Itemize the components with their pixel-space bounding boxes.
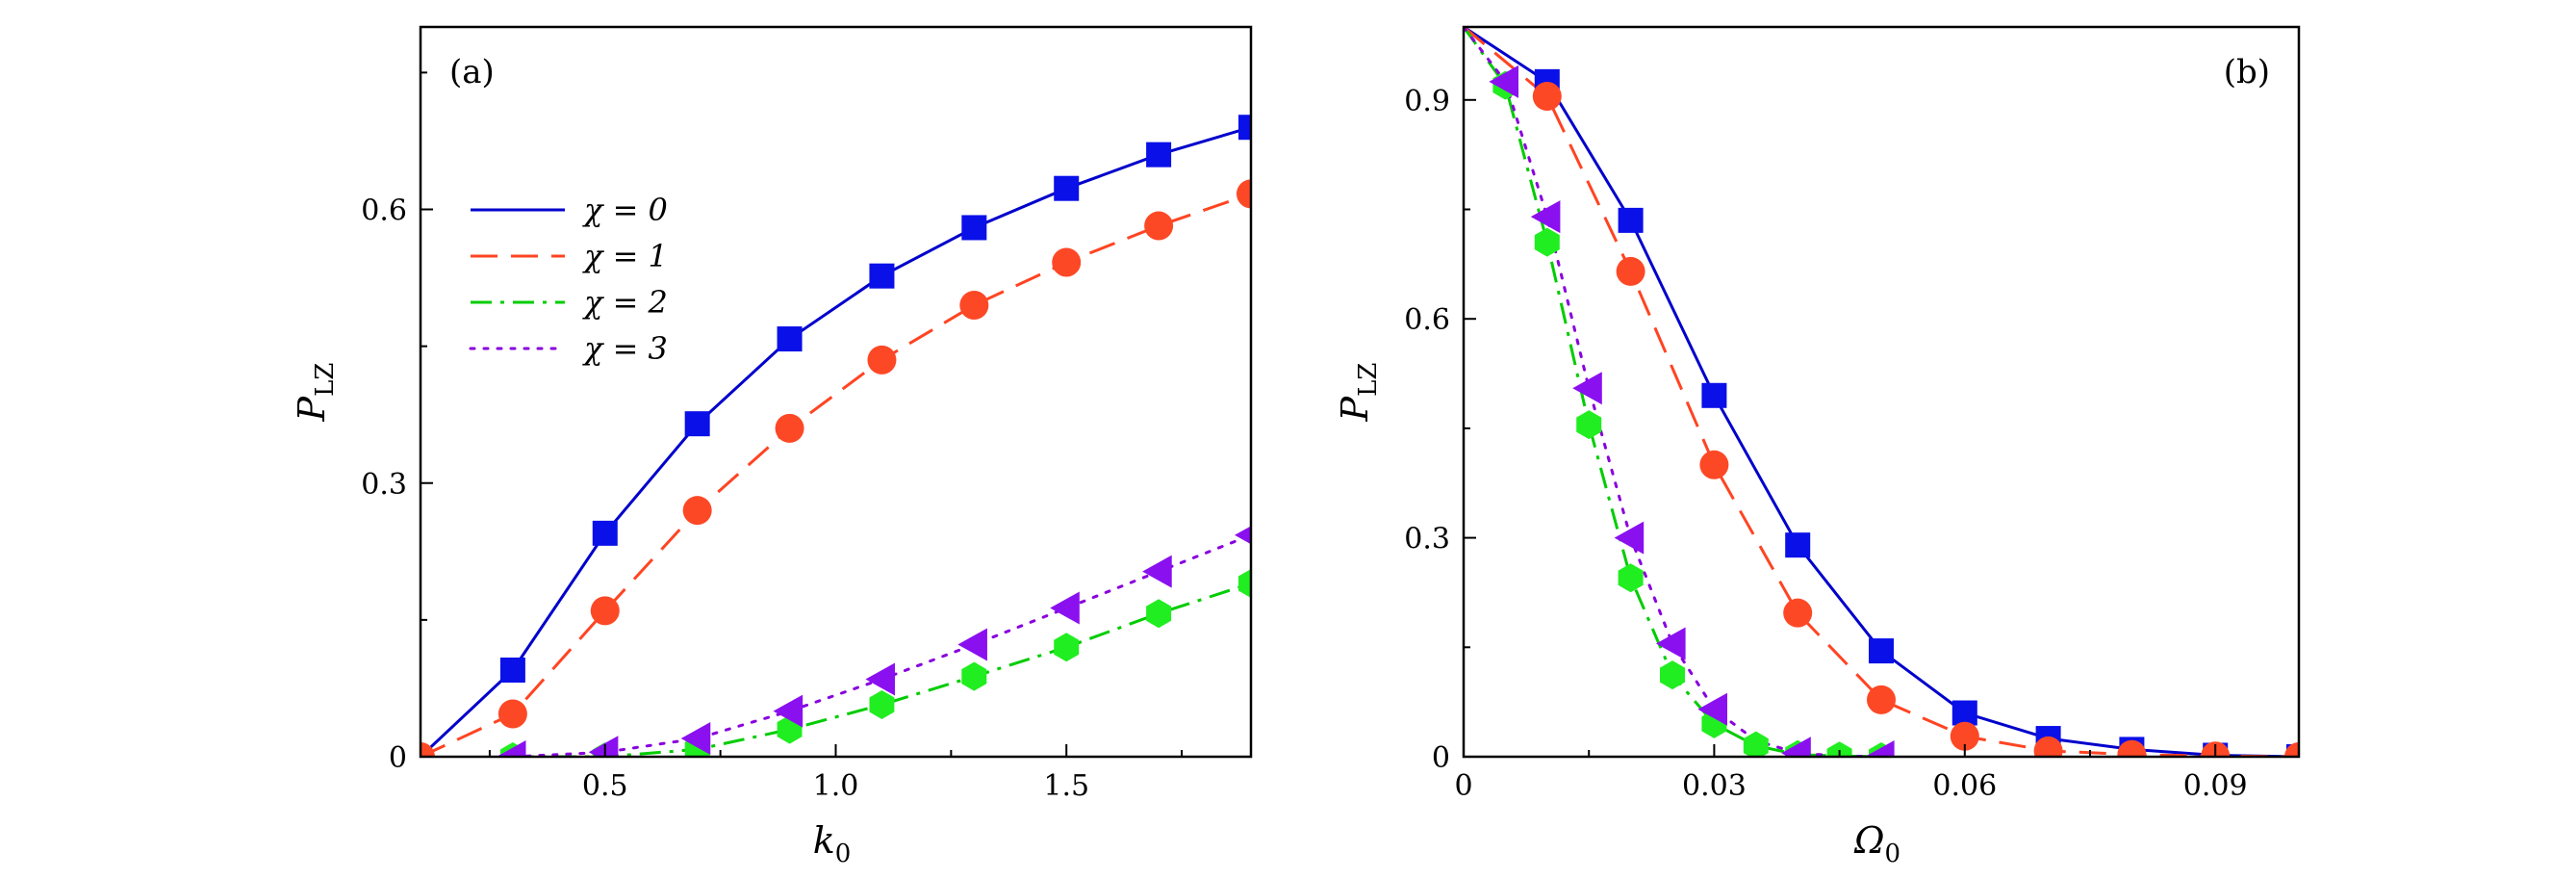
panel-a-series-1-marker [1237, 179, 1251, 209]
panel-b-series-0-marker [1869, 638, 1894, 664]
panel-a-series-1-marker [959, 290, 989, 320]
panel-a-series-3-marker [773, 694, 803, 728]
panel-b-series-1-marker [2117, 739, 2147, 757]
panel-a-x-tick-label: 1.5 [1043, 769, 1089, 803]
panel-a-series-0-marker [1238, 115, 1251, 141]
panel-b-x-tick-label: 0.09 [2183, 769, 2248, 803]
panel-b-series-1-marker [1532, 82, 1562, 112]
panel-a-series-0-marker [592, 520, 618, 546]
panel-a-series-0-marker [961, 215, 987, 241]
panel-b-frame [1462, 25, 2301, 759]
panel-a-series-1-marker [421, 742, 435, 757]
panel-a-series-2-line [512, 582, 1251, 757]
panel-b-panel-label: (b) [2224, 53, 2270, 91]
panel-b-series-3-marker [1656, 627, 1686, 660]
panel-b-series-2-marker [1618, 563, 1644, 593]
panel-a-series-0-marker [499, 657, 525, 683]
panel-a-series-2-marker [1054, 633, 1080, 662]
panel-a-series-0-marker [1054, 175, 1080, 201]
panel-a-series-3-marker [1235, 526, 1251, 545]
panel-a-series-3-marker [1142, 555, 1172, 588]
panel-a-series-0-marker [777, 326, 803, 352]
panel-b-series-0-marker [1701, 382, 1727, 408]
panel-a-series-2-marker [1238, 569, 1251, 598]
panel-b-series-1-marker [2033, 736, 2063, 757]
panel-b-series-3-marker [1489, 65, 1518, 98]
panel-a-series-3-marker [496, 740, 526, 757]
panel-b-y-tick-label: 0 [1432, 741, 1450, 775]
panel-b-series-1-marker [1783, 598, 1813, 628]
panel-b-x-tick-label: 0 [1454, 769, 1472, 803]
panel-a-series-1-marker [590, 596, 620, 626]
panel-a-series-3-marker [1050, 591, 1080, 625]
panel-a-series-3-marker [957, 628, 987, 661]
panel-a-series-1-marker [1144, 211, 1174, 241]
panel-b-series-3-marker [1781, 737, 1811, 757]
panel-a-panel-label: (a) [449, 53, 495, 91]
panel-b-series-1-marker [1950, 721, 1979, 751]
panel-a-series-1-marker [497, 699, 527, 729]
panel-b-x-axis-label: Ω0 [1853, 819, 1900, 868]
panel-a-series-3-marker [588, 736, 619, 757]
panel-a-x-axis-label: k0 [813, 819, 852, 868]
panel-a-x-tick-label: 1.0 [813, 769, 859, 803]
panel-b-series-1-marker [2284, 742, 2299, 757]
panel-b-series-2-marker [1743, 731, 1769, 757]
panel-b-series-0-marker [1785, 532, 1811, 558]
panel-a-series-0-line [421, 125, 1251, 757]
panel-b-plot-area [1464, 27, 2299, 757]
panel-b-x-tick-label: 0.06 [1932, 769, 1997, 803]
panel-a-series-1-line [421, 192, 1251, 757]
panel-b-series-1-marker [1699, 450, 1729, 479]
panel-a-series-2-marker [869, 690, 895, 719]
panel-a-y-axis-label: PLZ [291, 363, 340, 423]
panel-a-series-0-marker [684, 411, 710, 437]
panel-a-series-2-marker [1146, 599, 1172, 629]
panel-a-series-1-marker [682, 496, 712, 526]
panel-a-legend: χ = 0 χ = 1 χ = 2 χ = 3 [469, 192, 668, 367]
panel-b-series-3-line [1464, 27, 1883, 757]
panel-a-frame [419, 25, 1253, 759]
panel-b-series-2-marker [1660, 660, 1685, 690]
panel-a-legend-label: χ = 2 [582, 284, 668, 321]
panel-a-plot-area [421, 115, 1251, 757]
panel-b-y-tick-label: 0.6 [1404, 303, 1450, 337]
panel-b-series-1-marker [1867, 685, 1896, 714]
panel-a-legend-label: χ = 0 [582, 192, 668, 228]
panel-b-series-2-marker [1576, 410, 1602, 440]
panel-b-series-3-marker [1697, 692, 1727, 726]
panel-a-series-3-marker [680, 722, 711, 756]
panel-b-y-tick-label: 0.9 [1404, 85, 1450, 118]
panel-a-legend-label: χ = 1 [582, 238, 668, 274]
panel-a-series-1-marker [867, 345, 897, 375]
panel-b-series-2-marker [1826, 741, 1852, 757]
panel-a-series-3-marker [865, 662, 896, 696]
panel-b-series-0-marker [1951, 700, 1977, 726]
panel-a-series-3-line [511, 533, 1251, 757]
panel-a-series-1-marker [775, 413, 804, 443]
panel-a-x-tick-label: 0.5 [582, 769, 628, 803]
panel-a-series-0-marker [1146, 142, 1172, 168]
panel-a-legend-label: χ = 3 [582, 330, 668, 367]
panel-b-series-3-marker [1572, 372, 1602, 405]
panel-b-series-3-marker [1614, 521, 1645, 555]
panel-b-series-1-marker [1616, 256, 1645, 286]
panel-a-series-0-marker [869, 263, 895, 289]
panel-b-series-3-marker [1865, 740, 1895, 757]
panel-b-series-0-marker [1618, 207, 1644, 233]
panel-b-y-tick-label: 0.3 [1404, 523, 1450, 556]
panel-a-y-tick-label: 0 [389, 741, 407, 775]
panel-a-y-tick-label: 0.6 [361, 194, 407, 228]
panel-b-series-3-marker [1530, 200, 1561, 234]
panel-b-series-2-marker [1534, 227, 1560, 257]
panel-b-x-tick-label: 0.03 [1682, 769, 1747, 803]
panel-a-series-1-marker [1052, 247, 1082, 277]
panel-a-y-tick-label: 0.3 [361, 468, 407, 502]
panel-b-y-axis-label: PLZ [1334, 363, 1383, 423]
panel-a-series-2-marker [961, 661, 987, 691]
panel-b: 0 0.03 0.06 0.09 0 0.3 0.6 0.9 Ω0 PLZ (b) [1334, 25, 2301, 868]
